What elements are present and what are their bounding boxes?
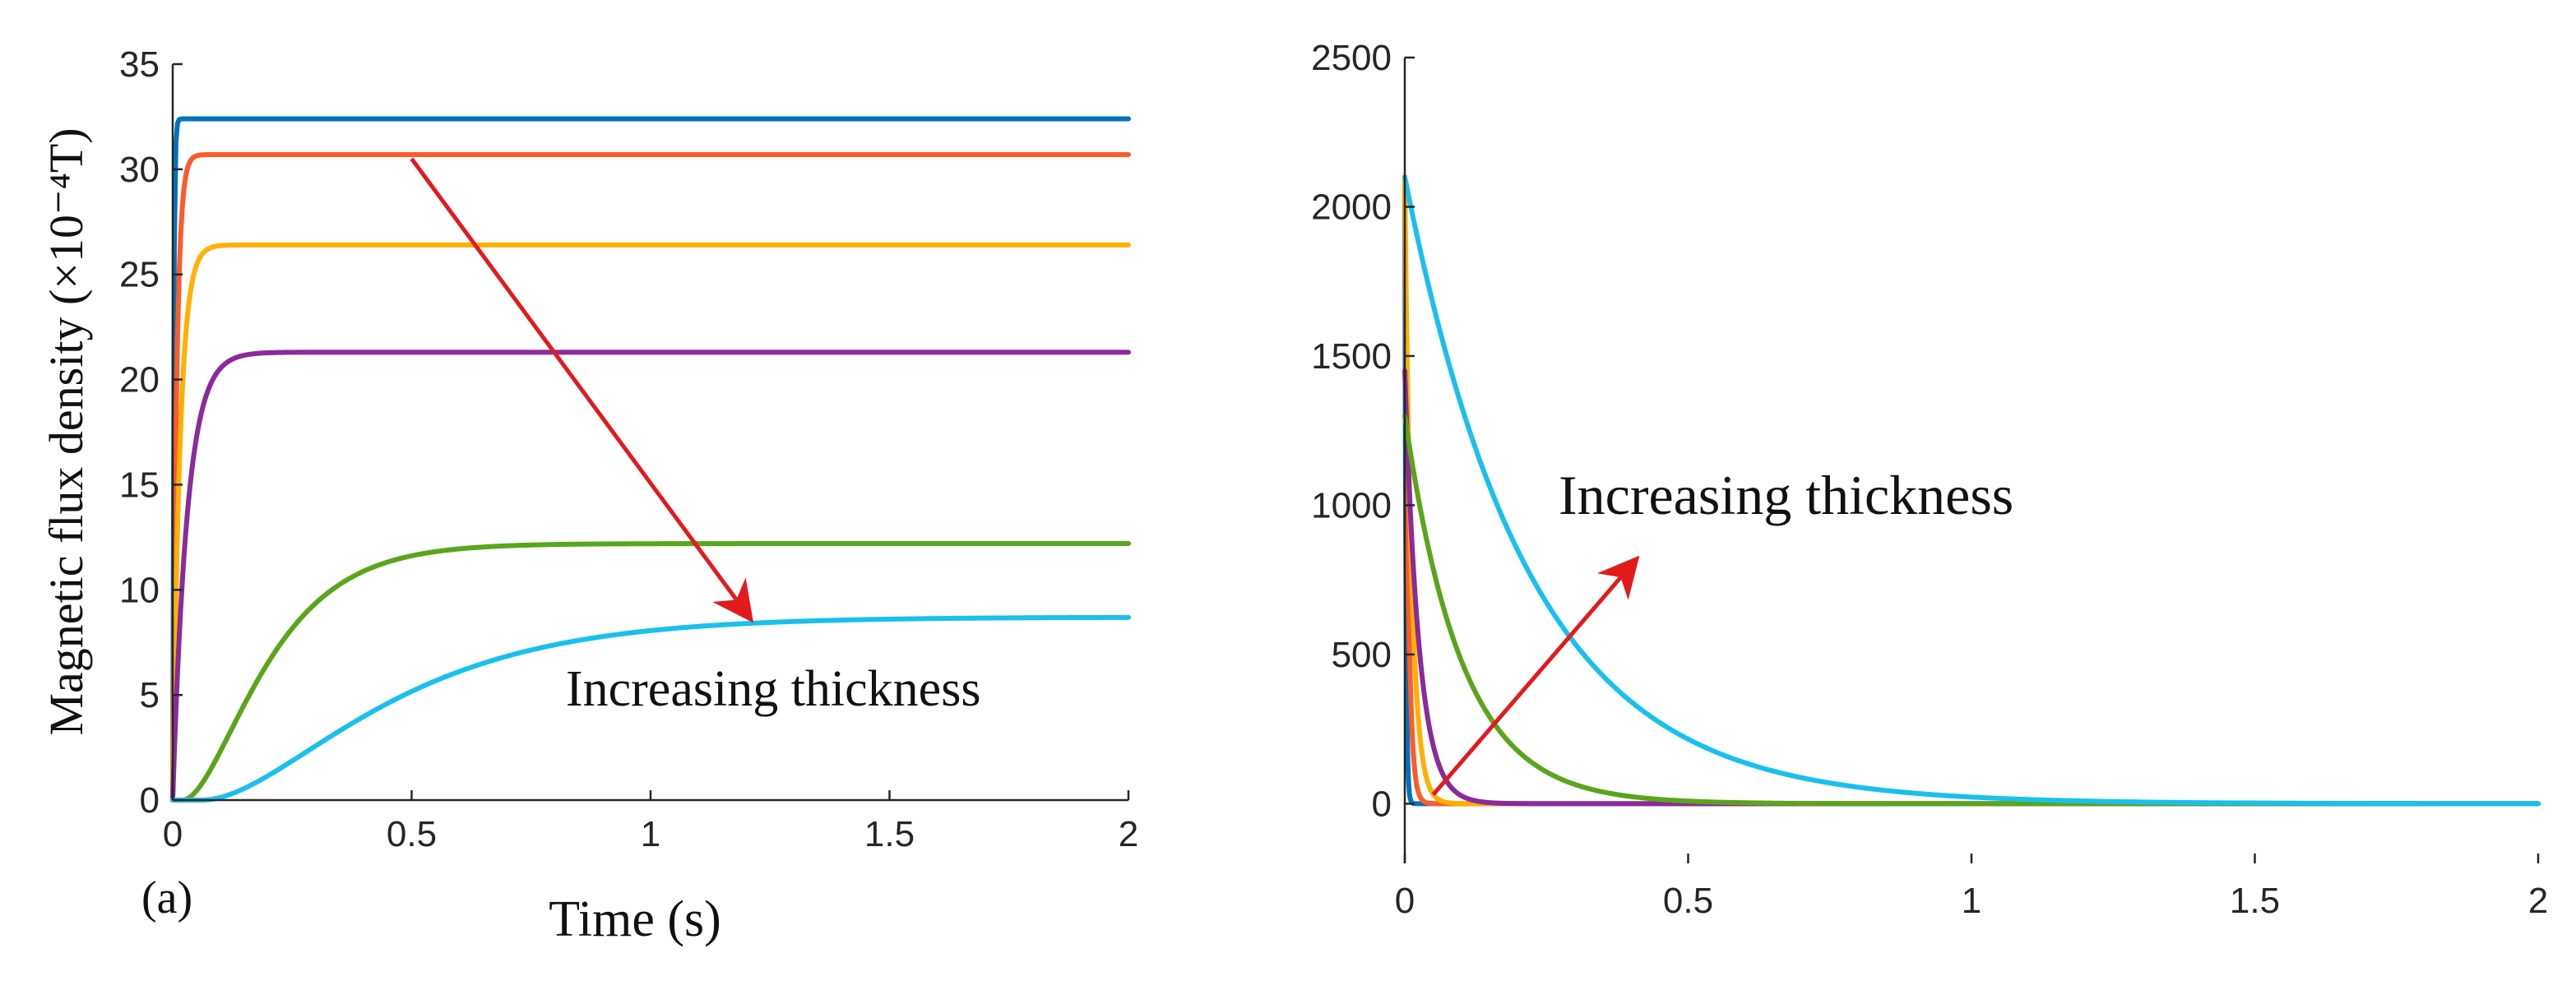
chart-a-series-line [170, 116, 1131, 803]
chart-b-series-line [1402, 174, 2541, 807]
chart-a-y-tick-label: 30 [119, 150, 160, 190]
chart-a-x-tick-label: 2 [1119, 814, 1138, 854]
chart-b-x-tick-label: 0.5 [1663, 881, 1713, 921]
chart-a-series-line [170, 242, 1131, 803]
chart-a-annotation-text: Increasing thickness [566, 661, 980, 717]
chart-a-x-tick-label: 0 [163, 814, 183, 854]
chart-a-y-tick-label: 15 [119, 465, 160, 505]
chart-a-y-axis-label: Magnetic flux density (×10⁻⁴T) [39, 127, 93, 735]
chart-panel-a: 0 5 10 15 20 25 30 35 0 0.5 1 1.5 2 Increasing thic… [39, 44, 1138, 947]
chart-a-y-ticks: 0 5 10 15 20 25 30 35 [119, 44, 183, 821]
chart-a-annotation-arrow [410, 157, 754, 623]
chart-b-y-tick-label: 0 [1372, 784, 1392, 824]
chart-a-series-line [170, 151, 1131, 803]
chart-a-x-tick-label: 0.5 [387, 814, 437, 854]
chart-a-y-tick-label: 35 [119, 44, 160, 85]
chart-a-y-tick-label: 20 [119, 360, 160, 400]
chart-a-x-tick-label: 1 [641, 814, 660, 854]
chart-b-x-tick-label: 1 [1962, 881, 1981, 921]
chart-b-y-ticks: 0 500 1000 1500 2000 2500 [1311, 38, 1415, 824]
chart-b-series-group [1402, 174, 2541, 807]
chart-a-series-line [170, 541, 1131, 803]
chart-panel-b: 0 500 1000 1500 2000 2500 0 0.5 1 1.5 2 Increasin… [1311, 38, 2548, 921]
chart-a-y-tick-label: 0 [140, 780, 160, 821]
chart-a-series-group [170, 116, 1131, 803]
chart-a-x-tick-label: 1.5 [864, 814, 915, 854]
chart-b-x-tick-label: 0 [1395, 881, 1415, 921]
chart-b-x-tick-label: 1.5 [2230, 881, 2280, 921]
chart-b-y-tick-label: 1500 [1311, 336, 1392, 377]
chart-a-series-line [170, 614, 1131, 803]
chart-a-x-ticks: 0 0.5 1 1.5 2 [163, 790, 1138, 854]
chart-b-y-tick-label: 1000 [1311, 485, 1392, 525]
chart-a-y-tick-label: 10 [119, 570, 160, 610]
chart-b-annotation-text: Increasing thickness [1559, 464, 2013, 526]
chart-a-series-line [170, 349, 1131, 803]
chart-b-x-ticks: 0 0.5 1 1.5 2 [1395, 854, 2548, 921]
chart-b-annotation-arrow [1431, 555, 1640, 797]
chart-b-x-tick-label: 2 [2528, 881, 2548, 921]
chart-b-series-line [1402, 368, 2541, 807]
chart-a-y-tick-label: 25 [119, 255, 160, 295]
chart-a-y-tick-label: 5 [140, 675, 160, 715]
chart-b-y-tick-label: 2500 [1311, 38, 1392, 78]
chart-b-y-tick-label: 2000 [1311, 187, 1392, 227]
chart-a-panel-label: (a) [141, 872, 192, 923]
chart-b-y-tick-label: 500 [1332, 635, 1392, 675]
chart-a-x-axis-label: Time (s) [549, 891, 721, 947]
